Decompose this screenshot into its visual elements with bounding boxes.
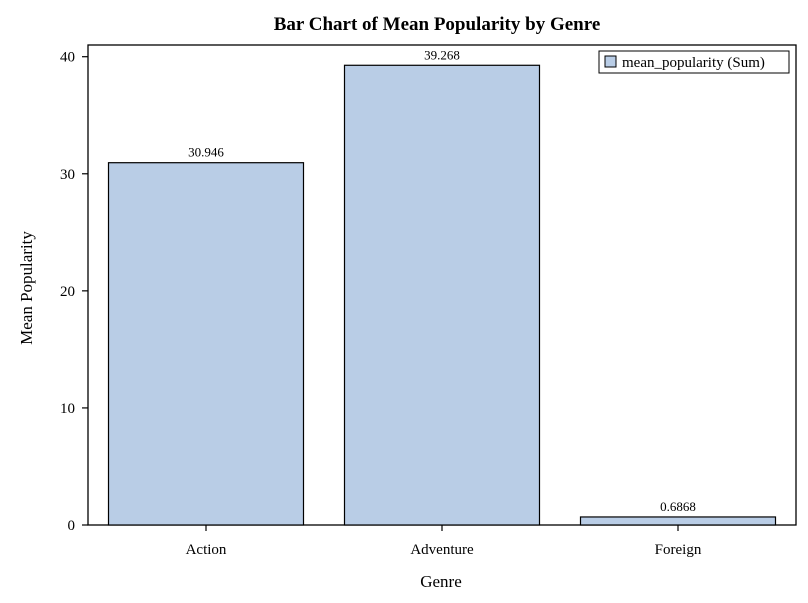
bar-data-label: 30.946 — [188, 145, 224, 160]
y-tick-label: 0 — [68, 518, 76, 534]
bar — [343, 64, 541, 526]
x-axis-label: Genre — [420, 572, 462, 591]
legend-entry-label: mean_popularity (Sum) — [622, 55, 765, 71]
y-tick-label: 40 — [60, 50, 75, 66]
legend: mean_popularity (Sum) — [598, 50, 790, 74]
x-tick-label: Action — [186, 542, 227, 558]
plot-area: 0 10 20 30 40 30.946 Action 39.268 Adventure 0.68… — [60, 44, 797, 558]
x-tick-label: Foreign — [655, 542, 702, 558]
chart-title: Bar Chart of Mean Popularity by Genre — [274, 14, 601, 35]
bar-data-label: 0.6868 — [660, 499, 696, 514]
y-tick-label: 20 — [60, 284, 75, 300]
bar-data-label: 39.268 — [424, 47, 460, 62]
y-tick-label: 10 — [60, 401, 75, 417]
legend-frame — [598, 50, 790, 74]
y-axis-label: Mean Popularity — [17, 231, 36, 345]
bar — [579, 516, 777, 526]
x-tick-label: Adventure — [410, 542, 474, 558]
bar — [107, 162, 305, 526]
legend-swatch — [604, 55, 617, 68]
y-tick-label: 30 — [60, 167, 75, 183]
